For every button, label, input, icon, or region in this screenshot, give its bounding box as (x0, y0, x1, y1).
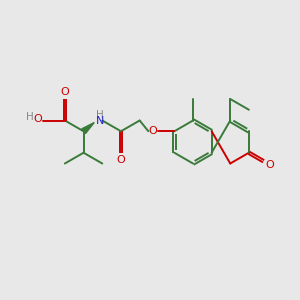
Text: N: N (96, 116, 104, 125)
Text: H: H (26, 112, 34, 122)
Text: H: H (96, 110, 104, 121)
Text: O: O (117, 155, 125, 165)
Text: O: O (61, 87, 69, 97)
Polygon shape (82, 122, 94, 134)
Text: O: O (33, 115, 42, 124)
Text: O: O (148, 126, 157, 136)
Text: O: O (265, 160, 274, 170)
